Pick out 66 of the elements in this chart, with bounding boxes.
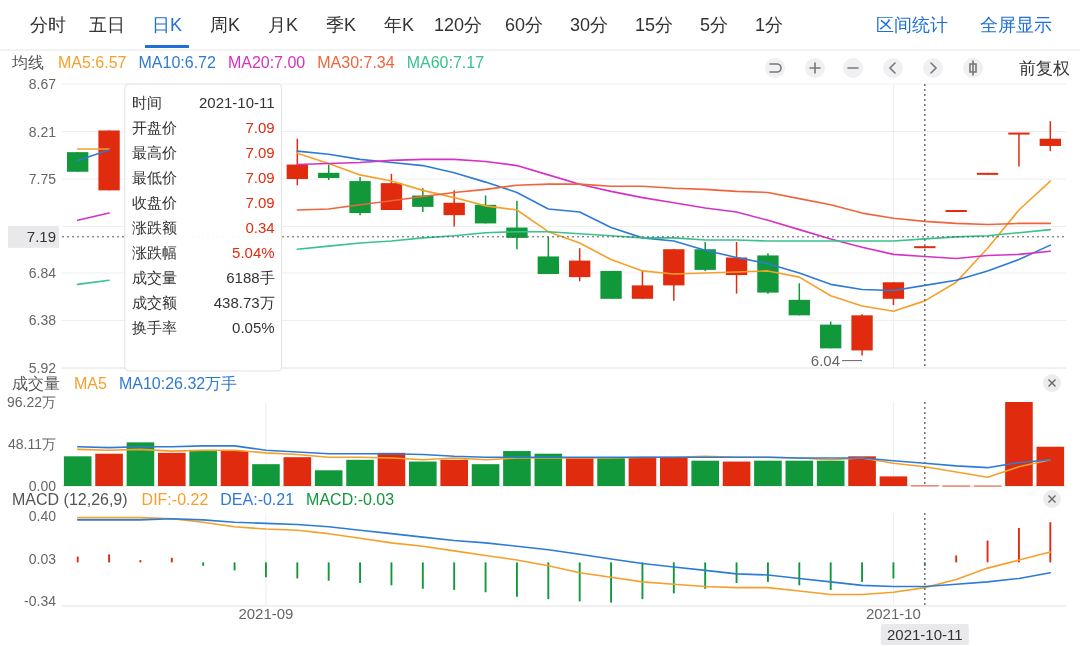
annotation: 2021-10-11 bbox=[199, 94, 275, 111]
text: 区间统计 bbox=[876, 15, 948, 35]
text: 全屏显示 bbox=[980, 15, 1052, 35]
legend-title: MACD (12,26,9) bbox=[12, 491, 128, 508]
text: 5分 bbox=[699, 15, 729, 35]
text: 日K bbox=[151, 15, 183, 35]
text: 前复权 bbox=[1019, 59, 1070, 78]
annotation: 换手率 bbox=[131, 319, 177, 336]
annotation: 成交额 bbox=[131, 294, 177, 311]
text: 分时 bbox=[30, 15, 66, 35]
text: MACD:-0.03 bbox=[306, 491, 395, 508]
y-tick-label: -0.34 bbox=[24, 593, 57, 610]
annotation: 成交量 bbox=[131, 269, 177, 286]
y-tick-label: 8.67 bbox=[28, 76, 57, 92]
text: 周K bbox=[209, 15, 241, 35]
annotation: 0.34 bbox=[245, 219, 275, 236]
annotation: 5.04% bbox=[232, 244, 275, 261]
ref-line-label: 7.19 bbox=[26, 227, 56, 245]
annotation: 开盘价 bbox=[131, 119, 177, 136]
y-tick-label: 0.03 bbox=[28, 550, 57, 567]
series-label: DIF:-0.22 bbox=[141, 491, 209, 508]
annotation: 时间 bbox=[131, 94, 162, 111]
text: 15分 bbox=[634, 15, 674, 35]
annotation: 6.04 bbox=[810, 351, 841, 369]
x-tick-label: 2021-09 bbox=[238, 605, 294, 622]
annotation: 最高价 bbox=[131, 144, 177, 161]
text: MA60:7.17 bbox=[406, 54, 485, 71]
annotation: 7.09 bbox=[245, 194, 275, 211]
annotation: 7.09 bbox=[245, 169, 275, 186]
annotation: 涨跌幅 bbox=[131, 244, 177, 261]
y-tick-label: 8.21 bbox=[28, 123, 57, 140]
x-tick-label: 2021-10 bbox=[865, 605, 921, 622]
text: 月K bbox=[267, 15, 299, 35]
text: 1分 bbox=[754, 15, 784, 35]
legend-label: MA10:6.72 bbox=[138, 54, 216, 71]
y-tick-label: 0.40 bbox=[28, 508, 57, 525]
text: 120分 bbox=[433, 15, 483, 35]
y-tick-label: 0.00 bbox=[28, 478, 57, 494]
annotation: 7.09 bbox=[245, 144, 275, 161]
annotation: 7.09 bbox=[245, 119, 275, 136]
y-tick-label: 6.38 bbox=[28, 312, 57, 329]
text: 年K bbox=[383, 15, 415, 35]
legend-title: 均线 bbox=[11, 54, 44, 71]
annotation: 6188手 bbox=[226, 269, 275, 286]
text: MA10:26.32万手 bbox=[118, 375, 238, 392]
text: MA20:7.00 bbox=[227, 54, 306, 71]
y-tick-label: 5.92 bbox=[28, 360, 57, 376]
text: 五日 bbox=[89, 15, 125, 35]
annotation: 涨跌额 bbox=[131, 219, 177, 236]
text: 60分 bbox=[504, 15, 544, 35]
text: 季K bbox=[325, 15, 357, 35]
annotation: 0.05% bbox=[232, 319, 275, 336]
text: MA30:7.34 bbox=[317, 54, 395, 71]
series-label: DEA:-0.21 bbox=[220, 491, 295, 508]
annotation: 收盘价 bbox=[131, 194, 177, 211]
y-tick-label: 7.75 bbox=[28, 171, 57, 188]
y-tick-label: 96.22万 bbox=[6, 394, 56, 410]
annotation: 最低价 bbox=[131, 169, 177, 186]
crosshair-label: 2021-10-11 bbox=[880, 624, 969, 645]
text: MA5:6.57 bbox=[58, 54, 127, 71]
text: MA5 bbox=[74, 375, 107, 392]
annotation: 438.73万 bbox=[213, 294, 275, 311]
y-tick-label: 6.84 bbox=[28, 264, 57, 281]
y-tick-label: 48.11万 bbox=[8, 436, 56, 452]
legend-title: 成交量 bbox=[12, 375, 60, 392]
text: 30分 bbox=[569, 15, 609, 35]
